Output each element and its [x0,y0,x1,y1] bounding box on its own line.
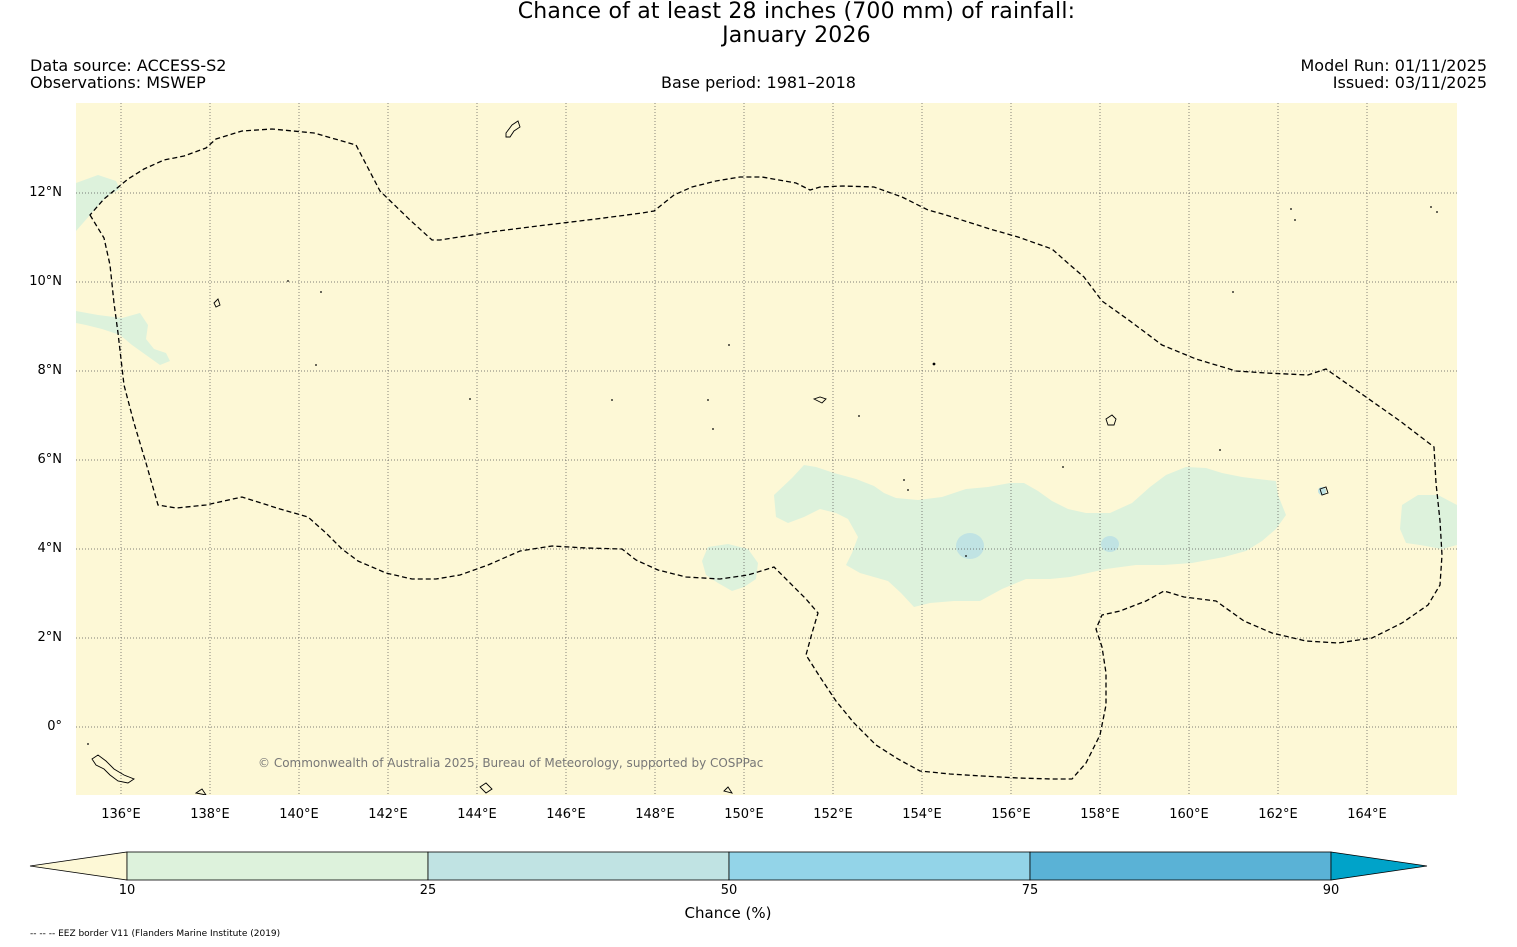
colorbar-tick-90: 90 [1322,883,1340,898]
colorbar-tick-10: 10 [118,883,136,898]
island-chuuk [1105,414,1117,426]
region-east-edge [1400,495,1457,549]
issued-text: Issued: 03/11/2025 [1332,73,1487,92]
lat-label-0: 0° [47,719,62,734]
island-south-coast-1 [723,786,734,794]
lat-label-6n: 6°N [37,452,63,467]
island-south-coast-2 [479,782,493,794]
map-title-line1: Chance of at least 28 inches (700 mm) of… [517,0,1076,24]
eez-border [89,128,1443,780]
colorbar-band-50-75 [728,851,1031,881]
colorbar-tick-50: 50 [720,883,738,898]
lat-label-12n: 12°N [29,185,62,200]
lon-label-142e: 142°E [368,807,408,822]
base-period-text: Base period: 1981–2018 [661,73,856,92]
island-guam [505,120,521,138]
colorbar-title: Chance (%) [684,904,772,922]
island-kosrae [1319,486,1329,496]
map-background [76,103,1457,795]
colorbar-band-10-25 [126,851,429,881]
lon-label-156e: 156°E [991,807,1031,822]
lat-label-4n: 4°N [37,541,63,556]
map-svg [76,103,1457,796]
region-west-edge-north [76,175,120,231]
eez-footnote: -- -- -- EEZ border V11 (Flanders Marine… [30,929,281,939]
region-central-band [774,465,1286,607]
copyright-text: © Commonwealth of Australia 2025, Bureau… [258,756,764,770]
probability-10-25-regions [76,175,1457,607]
colorbar-band-75-90 [1029,851,1332,881]
graticule [76,103,1457,795]
colorbar-above-90 [1330,851,1428,881]
colorbar-tick-75: 75 [1021,883,1039,898]
data-source-text: Data source: ACCESS-S2 [30,56,227,75]
spot-near-158e [1101,536,1119,552]
spot-near-155e [956,533,984,559]
colorbar-below-10 [29,851,128,881]
region-west-edge-mid [76,311,170,365]
atoll-markers [87,206,1438,745]
lon-label-150e: 150°E [724,807,764,822]
model-run-text: Model Run: 01/11/2025 [1300,56,1488,75]
island-south-coast-3 [194,788,207,796]
lon-label-140e: 140°E [279,807,319,822]
colorbar-band-25-50 [427,851,730,881]
lon-label-154e: 154°E [902,807,942,822]
coastlines [91,120,1329,796]
lon-label-138e: 138°E [190,807,230,822]
colorbar-tick-25: 25 [419,883,437,898]
island-pohnpei [812,396,827,404]
map-title-line2: January 2026 [722,23,871,48]
island-ulithi [213,298,221,308]
lon-label-160e: 160°E [1169,807,1209,822]
colorbar [29,851,1428,881]
lon-label-164e: 164°E [1347,807,1387,822]
lat-label-8n: 8°N [37,363,63,378]
lon-label-144e: 144°E [457,807,497,822]
lon-label-158e: 158°E [1080,807,1120,822]
lon-label-136e: 136°E [101,807,141,822]
lon-label-162e: 162°E [1258,807,1298,822]
observations-text: Observations: MSWEP [30,73,206,92]
lon-label-146e: 146°E [546,807,586,822]
lat-label-10n: 10°N [29,274,62,289]
region-central-west-blob [702,544,758,591]
island-palau [91,754,135,784]
lon-label-148e: 148°E [635,807,675,822]
rainfall-probability-map: © Commonwealth of Australia 2025, Bureau… [76,103,1457,796]
lon-label-152e: 152°E [813,807,853,822]
lat-label-2n: 2°N [37,630,63,645]
